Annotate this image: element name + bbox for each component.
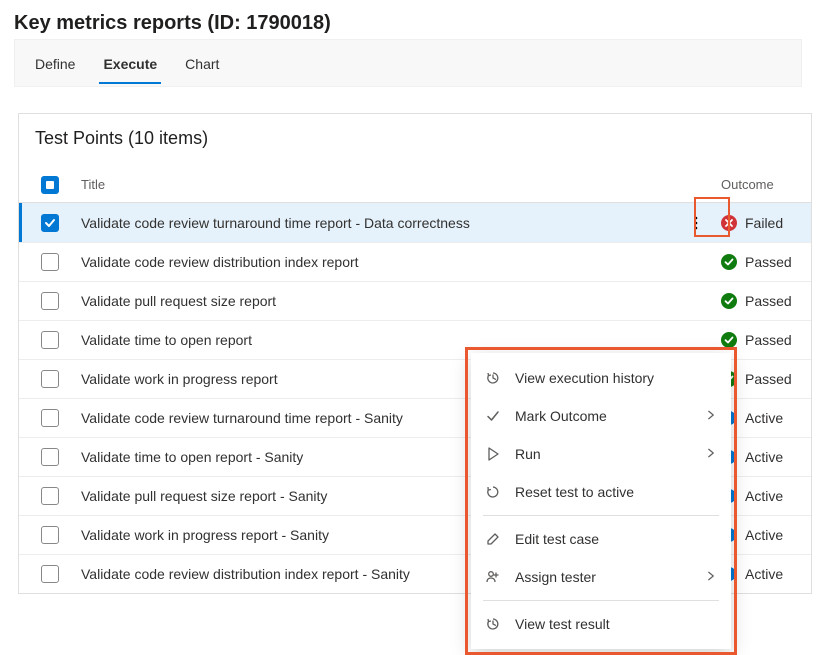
row-checkbox[interactable] [41,292,59,310]
select-all-checkbox[interactable] [41,176,59,194]
assign-icon [485,569,501,585]
outcome-label: Passed [745,332,792,348]
chevron-right-icon [705,446,717,462]
menu-item-label: Run [515,446,691,462]
history-icon [485,370,501,386]
play-icon [485,446,501,462]
row-checkbox[interactable] [41,565,59,583]
row-title: Validate code review turnaround time rep… [81,215,681,231]
menu-separator [483,515,719,516]
column-header-outcome[interactable]: Outcome [717,177,799,192]
chevron-right-icon [705,569,717,585]
outcome-label: Active [745,566,783,582]
row-checkbox[interactable] [41,526,59,544]
row-checkbox[interactable] [41,487,59,505]
menu-item-label: Mark Outcome [515,408,691,424]
menu-item-view-test-result[interactable]: View test result [471,605,731,643]
row-checkbox[interactable] [41,331,59,349]
row-title: Validate pull request size report [81,293,681,309]
passed-icon [721,254,737,270]
outcome-label: Active [745,527,783,543]
history-icon [485,616,501,632]
outcome-label: Active [745,488,783,504]
context-menu: View execution history Mark Outcome Run Res… [471,353,731,649]
row-title: Validate code review distribution index … [81,254,681,270]
outcome-label: Passed [745,293,792,309]
passed-icon [721,293,737,309]
outcome-label: Active [745,449,783,465]
row-checkbox[interactable] [41,214,59,232]
row-title: Validate time to open report [81,332,681,348]
tab-bar: DefineExecuteChart [14,39,802,87]
edit-icon [485,531,501,547]
check-icon [485,408,501,424]
menu-item-label: Assign tester [515,569,691,585]
menu-item-assign-tester[interactable]: Assign tester [471,558,731,596]
menu-item-label: Reset test to active [515,484,717,500]
tab-chart[interactable]: Chart [171,42,233,84]
outcome-label: Passed [745,371,792,387]
menu-item-label: Edit test case [515,531,717,547]
menu-item-run[interactable]: Run [471,435,731,473]
test-points-panel: Test Points (10 items) Title Outcome Val… [18,113,812,594]
more-actions-button[interactable] [681,208,711,238]
row-checkbox[interactable] [41,253,59,271]
failed-icon [721,215,737,231]
table-row[interactable]: Validate code review distribution index … [19,242,811,281]
table-row[interactable]: Validate code review turnaround time rep… [19,203,811,242]
menu-item-view-execution-history[interactable]: View execution history [471,359,731,397]
menu-separator [483,600,719,601]
tab-execute[interactable]: Execute [89,42,171,84]
menu-item-mark-outcome[interactable]: Mark Outcome [471,397,731,435]
outcome-label: Failed [745,215,783,231]
menu-item-label: View execution history [515,370,717,386]
page-title: Key metrics reports (ID: 1790018) [14,12,802,35]
reset-icon [485,484,501,500]
chevron-right-icon [705,408,717,424]
outcome-label: Passed [745,254,792,270]
outcome-label: Active [745,410,783,426]
passed-icon [721,332,737,348]
menu-item-edit-test-case[interactable]: Edit test case [471,520,731,558]
table-row[interactable]: Validate pull request size report Passed [19,281,811,320]
row-checkbox[interactable] [41,448,59,466]
panel-title: Test Points (10 items) [35,128,811,149]
menu-item-reset-test-to-active[interactable]: Reset test to active [471,473,731,511]
row-checkbox[interactable] [41,370,59,388]
column-header-title[interactable]: Title [81,177,681,192]
tab-define[interactable]: Define [21,42,89,84]
row-checkbox[interactable] [41,409,59,427]
menu-item-label: View test result [515,616,717,632]
table-header: Title Outcome [19,167,811,203]
